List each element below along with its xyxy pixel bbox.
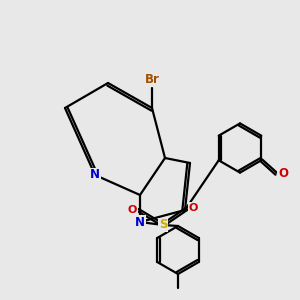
Text: N: N: [90, 169, 100, 182]
Text: O: O: [278, 167, 288, 180]
Text: S: S: [159, 218, 167, 232]
Text: O: O: [128, 205, 137, 215]
Text: Br: Br: [145, 73, 159, 86]
Text: O: O: [189, 203, 198, 213]
Text: N: N: [135, 215, 145, 229]
